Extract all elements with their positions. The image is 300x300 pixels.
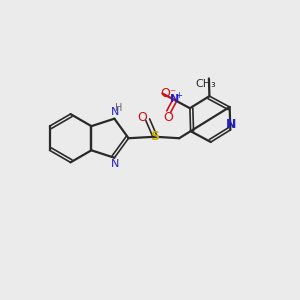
Text: N: N [170, 94, 179, 104]
Text: O⁻: O⁻ [160, 87, 177, 100]
Text: O: O [164, 111, 173, 124]
Text: N: N [226, 118, 237, 130]
Text: N: N [111, 159, 119, 169]
Text: S: S [151, 130, 160, 143]
Text: CH₃: CH₃ [196, 79, 216, 89]
Text: +: + [175, 91, 182, 100]
Text: N: N [111, 107, 119, 117]
Text: H: H [115, 103, 122, 112]
Text: O: O [137, 111, 147, 124]
